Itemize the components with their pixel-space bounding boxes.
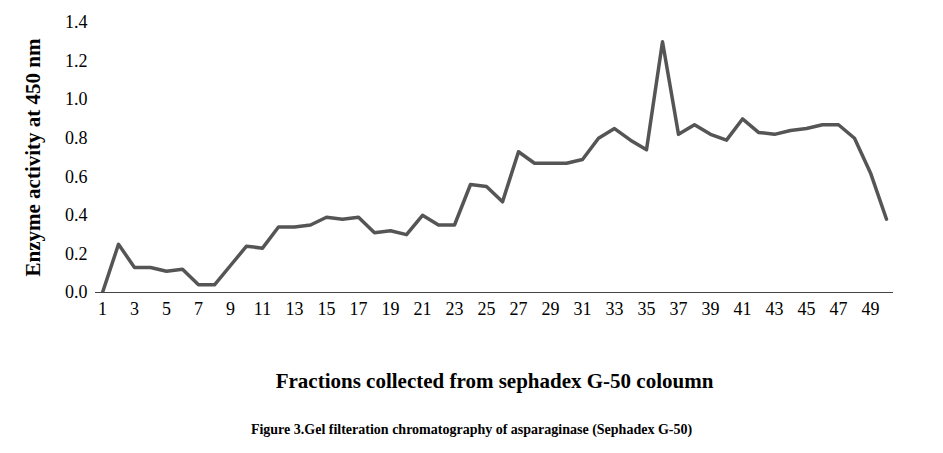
svg-text:0.8: 0.8 xyxy=(65,128,88,148)
html-text:Figure 3.Gel filteration chrom: Figure 3.Gel filteration chromatography … xyxy=(250,422,693,437)
svg-text:5: 5 xyxy=(162,299,171,319)
svg-text:41: 41 xyxy=(734,299,752,319)
svg-text:33: 33 xyxy=(606,299,624,319)
svg-text:13: 13 xyxy=(286,299,304,319)
svg-text:1: 1 xyxy=(98,299,107,319)
svg-text:17: 17 xyxy=(350,299,368,319)
svg-text:37: 37 xyxy=(670,299,688,319)
svg-text:3: 3 xyxy=(130,299,139,319)
svg-text:45: 45 xyxy=(798,299,816,319)
svg-text:19: 19 xyxy=(382,299,400,319)
svg-text:25: 25 xyxy=(478,299,496,319)
svg-text:29: 29 xyxy=(542,299,560,319)
svg-text:39: 39 xyxy=(702,299,720,319)
svg-text:0.6: 0.6 xyxy=(65,167,88,187)
svg-text:21: 21 xyxy=(414,299,432,319)
svg-text:11: 11 xyxy=(254,299,271,319)
svg-text:7: 7 xyxy=(194,299,203,319)
svg-text:1.0: 1.0 xyxy=(65,89,88,109)
svg-text:35: 35 xyxy=(638,299,656,319)
svg-text:0.0: 0.0 xyxy=(65,282,88,302)
svg-text:23: 23 xyxy=(446,299,464,319)
svg-text:0.2: 0.2 xyxy=(65,244,88,264)
svg-text:31: 31 xyxy=(574,299,592,319)
svg-text:27: 27 xyxy=(510,299,528,319)
svg-text:Enzyme activity at 450 nm: Enzyme activity at 450 nm xyxy=(21,38,45,276)
svg-text:0.4: 0.4 xyxy=(65,205,88,225)
svg-text:43: 43 xyxy=(766,299,784,319)
svg-text:1.4: 1.4 xyxy=(65,12,88,32)
svg-text:9: 9 xyxy=(226,299,235,319)
svg-text:49: 49 xyxy=(862,299,880,319)
svg-text:15: 15 xyxy=(318,299,336,319)
svg-text:47: 47 xyxy=(830,299,848,319)
svg-text:1.2: 1.2 xyxy=(65,51,88,71)
svg-text:Fractions collected from sepha: Fractions collected from sephadex G-50 c… xyxy=(276,369,714,393)
